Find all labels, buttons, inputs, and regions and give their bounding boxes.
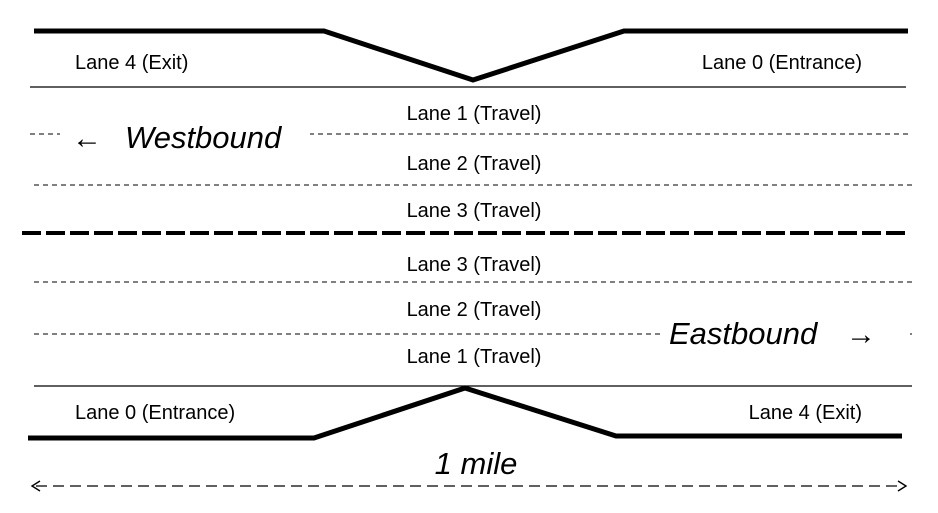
eastbound-lane-3-label: Lane 3 (Travel) — [407, 254, 542, 276]
distance-label: 1 mile — [435, 446, 518, 481]
westbound-outer-edge — [34, 28, 908, 83]
westbound-lane-3-label: Lane 3 (Travel) — [407, 200, 542, 222]
eastbound-arrow-icon: → — [846, 318, 876, 351]
eastbound-outer-edge — [28, 385, 902, 441]
westbound-arrow-icon: ← — [72, 122, 102, 155]
eastbound-label-background — [662, 314, 910, 354]
distance-right-arrowhead-icon — [897, 480, 908, 492]
westbound-direction-label: Westbound — [125, 120, 283, 155]
eastbound-lane-2-label: Lane 2 (Travel) — [407, 299, 542, 321]
westbound-lane-2-label: Lane 2 (Travel) — [407, 153, 542, 175]
westbound-lane-1-label: Lane 1 (Travel) — [407, 103, 542, 125]
eastbound-lane-1-label: Lane 1 (Travel) — [407, 346, 542, 368]
distance-left-arrowhead-icon — [30, 480, 41, 492]
westbound-label-background — [60, 114, 310, 154]
eastbound-exit-lane-label: Lane 4 (Exit) — [749, 402, 862, 424]
eastbound-direction-label: Eastbound — [669, 316, 819, 351]
westbound-exit-lane-label: Lane 4 (Exit) — [75, 52, 188, 74]
westbound-entrance-lane-label: Lane 0 (Entrance) — [702, 52, 862, 74]
eastbound-entrance-lane-label: Lane 0 (Entrance) — [75, 402, 235, 424]
